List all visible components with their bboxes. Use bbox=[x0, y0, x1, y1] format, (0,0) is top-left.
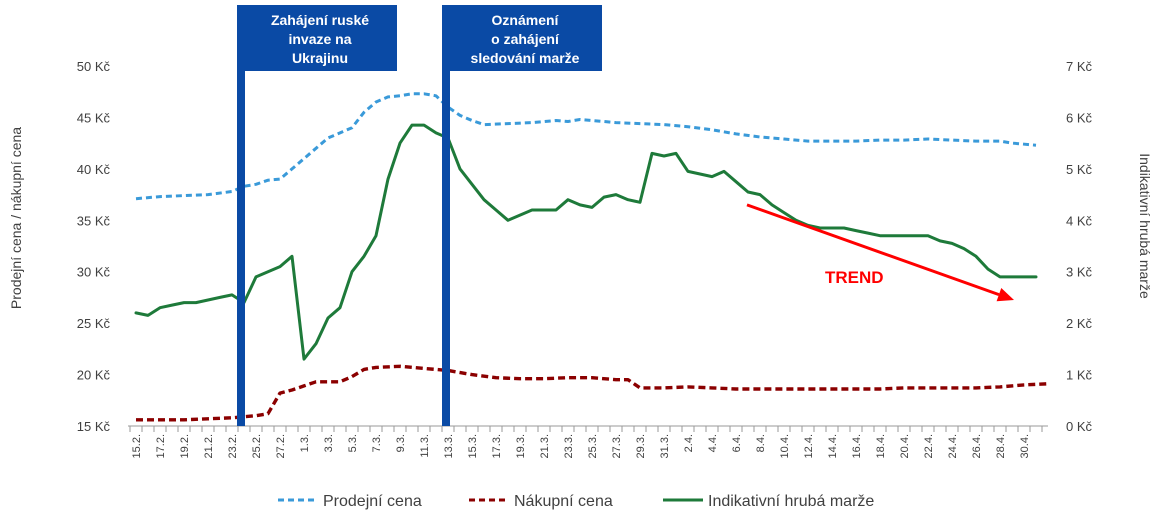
y-tick-label: 40 Kč bbox=[77, 162, 111, 177]
x-tick-label: 23.2. bbox=[227, 434, 239, 458]
trend-label: TREND bbox=[825, 268, 884, 287]
series-line-0 bbox=[135, 92, 1037, 201]
y2-tick-label: 7 Kč bbox=[1066, 59, 1093, 74]
x-tick-label: 17.2. bbox=[155, 434, 167, 458]
y-tick-label: 45 Kč bbox=[77, 110, 111, 125]
x-tick-label: 10.4. bbox=[779, 434, 791, 458]
x-tick-label: 27.2. bbox=[275, 434, 287, 458]
legend: Prodejní cena Nákupní cena Indikativní hru… bbox=[278, 493, 874, 510]
x-tick-label: 1.3. bbox=[299, 434, 311, 452]
x-tick-label: 5.3. bbox=[347, 434, 359, 452]
legend-label-0: Prodejní cena bbox=[323, 493, 422, 510]
x-tick-label: 14.4. bbox=[827, 434, 839, 458]
event-label: sledování marže bbox=[471, 50, 580, 66]
y2-tick-label: 4 Kč bbox=[1066, 213, 1093, 228]
x-tick-label: 8.4. bbox=[755, 434, 767, 452]
x-tick-label: 29.3. bbox=[635, 434, 647, 458]
event-label: Oznámení bbox=[492, 12, 560, 28]
x-tick-label: 20.4. bbox=[899, 434, 911, 458]
x-tick-label: 15.3. bbox=[467, 434, 479, 458]
event-line-1 bbox=[442, 5, 450, 426]
y2-axis-title: Indikativní hrubá marže bbox=[1137, 153, 1153, 299]
x-tick-label: 19.2. bbox=[179, 434, 191, 458]
y2-tick-label: 5 Kč bbox=[1066, 162, 1093, 177]
series-layer bbox=[134, 92, 1049, 422]
event-box-0 bbox=[241, 5, 397, 71]
y-axis-title-left: Prodejní cena / nákupní cena bbox=[8, 127, 24, 309]
event-label: Ukrajinu bbox=[292, 50, 348, 66]
x-tick-label: 18.4. bbox=[875, 434, 887, 458]
y2-tick-label: 1 Kč bbox=[1066, 368, 1093, 383]
annotation-layer: TREND bbox=[746, 203, 1014, 302]
x-tick-label: 9.3. bbox=[395, 434, 407, 452]
y-tick-label: 50 Kč bbox=[77, 59, 111, 74]
x-tick-label: 19.3. bbox=[515, 434, 527, 458]
event-label: Zahájení ruské bbox=[271, 12, 369, 28]
x-tick-label: 12.4. bbox=[803, 434, 815, 458]
x-tick-label: 25.2. bbox=[251, 434, 263, 458]
x-tick-label: 21.3. bbox=[539, 434, 551, 458]
event-label: o zahájení bbox=[491, 31, 560, 47]
trend-arrow-head bbox=[996, 288, 1014, 302]
x-tick-label: 15.2. bbox=[131, 434, 143, 458]
x-tick-label: 25.3. bbox=[587, 434, 599, 458]
x-tick-label: 26.4. bbox=[971, 434, 983, 458]
x-tick-label: 27.3. bbox=[611, 434, 623, 458]
x-tick-label: 28.4. bbox=[995, 434, 1007, 458]
x-tick-label: 21.2. bbox=[203, 434, 215, 458]
y-tick-label: 15 Kč bbox=[77, 419, 111, 434]
x-tick-label: 11.3. bbox=[419, 434, 431, 458]
y-tick-label: 20 Kč bbox=[77, 368, 111, 383]
y2-tick-label: 6 Kč bbox=[1066, 110, 1093, 125]
y-tick-label: 25 Kč bbox=[77, 316, 111, 331]
x-tick-label: 17.3. bbox=[491, 434, 503, 458]
x-tick-label: 13.3. bbox=[443, 434, 455, 458]
x-tick-label: 2.4. bbox=[683, 434, 695, 452]
event-box-1 bbox=[446, 5, 602, 71]
y-tick-label: 35 Kč bbox=[77, 213, 111, 228]
y-axis-title: Prodejní cena / nákupní cena bbox=[8, 127, 24, 309]
x-tick-label: 3.3. bbox=[323, 434, 335, 452]
x-tick-label: 22.4. bbox=[923, 434, 935, 458]
x-tick-label: 7.3. bbox=[371, 434, 383, 452]
x-tick-label: 31.3. bbox=[659, 434, 671, 458]
event-label: invaze na bbox=[288, 31, 351, 47]
y2-tick-label: 3 Kč bbox=[1066, 265, 1093, 280]
y-axis-title-right: Indikativní hrubá marže bbox=[1137, 153, 1153, 299]
y-tick-label: 30 Kč bbox=[77, 265, 111, 280]
y2-tick-label: 2 Kč bbox=[1066, 316, 1093, 331]
trend-arrow-line bbox=[746, 203, 1000, 297]
legend-label-2: Indikativní hrubá marže bbox=[708, 493, 874, 510]
left-tick-labels: 15 Kč 20 Kč 25 Kč 30 Kč 35 Kč 40 Kč 45 Kč 50 Kč bbox=[77, 59, 111, 434]
right-tick-labels: 0 Kč 1 Kč 2 Kč 3 Kč 4 Kč 5 Kč 6 Kč 7 Kč bbox=[1066, 59, 1093, 434]
x-tick-label: 6.4. bbox=[731, 434, 743, 452]
y2-tick-label: 0 Kč bbox=[1066, 419, 1093, 434]
events-layer: Zahájení ruské invaze na Ukrajinu Oznámení o… bbox=[237, 5, 602, 426]
series-line-1 bbox=[136, 364, 1049, 422]
x-tick-label: 30.4. bbox=[1019, 434, 1031, 458]
legend-label-1: Nákupní cena bbox=[514, 493, 613, 510]
x-tick-label: 4.4. bbox=[707, 434, 719, 452]
event-line-0 bbox=[237, 5, 245, 426]
x-tick-label: 24.4. bbox=[947, 434, 959, 458]
x-axis: 15.2. 17.2. 19.2. 21.2. 23.2. 25.2. 27.2. 1.3. 3… bbox=[128, 425, 1048, 458]
series-line-2 bbox=[134, 123, 1038, 361]
x-tick-label: 23.3. bbox=[563, 434, 575, 458]
x-tick-label: 16.4. bbox=[851, 434, 863, 458]
